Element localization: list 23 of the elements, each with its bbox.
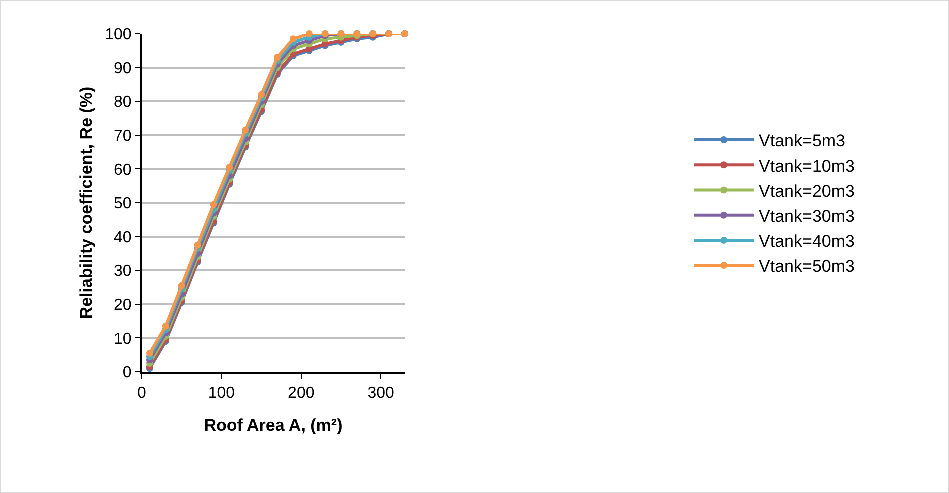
legend-label: Vtank=5m3 <box>759 132 846 151</box>
y-tick-label: 30 <box>114 263 132 280</box>
y-tick-label: 40 <box>114 229 132 246</box>
y-tick-label: 10 <box>114 330 132 348</box>
x-axis-title: Roof Area A, (m²) <box>204 416 343 436</box>
legend-label: Vtank=10m3 <box>759 156 855 176</box>
x-tick-label: 200 <box>288 385 315 402</box>
legend-label: Vtank=50m3 <box>759 257 855 276</box>
y-tick-label: 0 <box>122 364 132 382</box>
y-tick-label: 60 <box>114 162 132 179</box>
x-tick-label: 300 <box>368 385 395 402</box>
y-tick-label: 80 <box>114 94 132 112</box>
y-tick-label: 20 <box>114 297 132 314</box>
y-tick-label: 100 <box>105 26 132 44</box>
legend-label: Vtank=40m3 <box>759 232 855 252</box>
y-tick-label: 70 <box>114 128 132 145</box>
legend-label: Vtank=30m3 <box>759 206 855 226</box>
y-tick-label: 50 <box>114 196 132 213</box>
x-tick-label: 0 <box>138 385 147 402</box>
x-tick-label: 100 <box>208 385 236 402</box>
y-axis-title: Reliability coefficient, Re (%) <box>77 86 96 320</box>
legend-label: Vtank=20m3 <box>759 182 855 201</box>
y-tick-label: 90 <box>114 60 132 78</box>
